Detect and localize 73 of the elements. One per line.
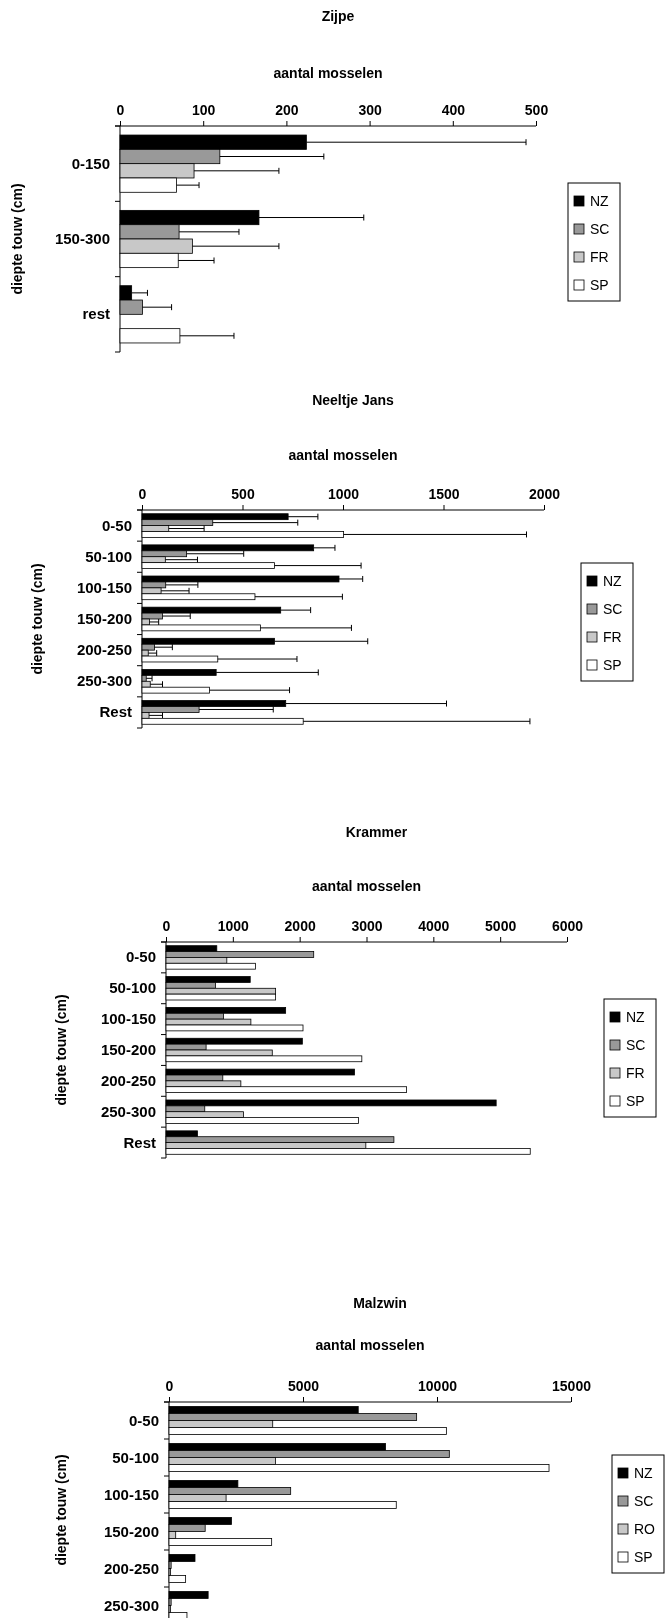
x-tick-label: 400 [441,102,466,118]
y-tick-label: 250-300 [103,1596,159,1614]
y-tick-label: 0-50 [128,1411,159,1429]
y-tick-label: 150-200 [100,1041,156,1058]
legend-label: NZ [603,573,623,589]
y-tick-label: 0-50 [125,948,156,966]
y-axis-title: diepte touw (cm) [9,183,25,295]
x-tick-label: 2000 [528,486,561,502]
chart-title: Neeltje Jans [312,392,395,408]
y-tick-label: 150-300 [54,230,110,247]
x-tick-label: 3000 [351,918,383,934]
y-tick-label: 200-250 [76,641,132,659]
x-tick-label: 15000 [552,1378,592,1394]
y-axis-title: diepte touw (cm) [53,994,69,1106]
y-tick-label: 250-300 [100,1102,156,1120]
x-axis-title: aantal mosselen [273,65,383,81]
y-axis-title: diepte touw (cm) [29,563,45,675]
x-tick-label: 300 [358,102,382,118]
x-tick-label: 2000 [284,918,316,934]
legend-label: SP [634,1549,653,1565]
x-tick-label: 5000 [287,1378,320,1394]
x-tick-label: 1000 [217,918,250,934]
legend-label: FR [603,629,622,645]
legend-label: NZ [590,193,610,209]
y-tick-label: 200-250 [103,1559,159,1577]
legend-label: SC [603,601,623,617]
y-tick-label: 50-100 [85,547,132,565]
y-tick-label: 100-150 [103,1485,159,1503]
x-tick-label: 4000 [418,918,450,934]
y-tick-label: 0-150 [71,154,110,172]
y-tick-label: 50-100 [109,979,156,997]
y-axis-title: diepte touw (cm) [53,1454,69,1566]
x-tick-label: 200 [275,102,299,118]
y-tick-label: Rest [123,1133,156,1151]
y-tick-label: Rest [99,703,132,721]
y-tick-label: 100-150 [76,578,132,596]
legend-label: RO [634,1521,656,1537]
x-tick-label: 0 [116,102,125,118]
legend-label: FR [590,249,609,265]
legend-label: NZ [626,1009,646,1025]
legend-label: SP [603,657,622,673]
x-axis-title: aantal mosselen [288,447,398,463]
y-tick-label: 150-200 [76,610,132,627]
legend-label: SC [626,1037,646,1053]
x-tick-label: 100 [192,102,216,118]
x-tick-label: 10000 [418,1378,458,1394]
y-tick-label: 200-250 [100,1071,156,1089]
x-tick-label: 0 [165,1378,174,1394]
x-axis-title: aantal mosselen [315,1337,425,1353]
legend-label: SP [590,277,609,293]
legend-label: SC [634,1493,654,1509]
y-tick-label: 250-300 [76,672,132,690]
x-axis-title: aantal mosselen [312,878,421,894]
legend-label: FR [626,1065,645,1081]
x-tick-label: 5000 [485,918,517,934]
chart-title: Krammer [345,824,408,840]
legend-label: SP [626,1093,645,1109]
x-tick-label: 1500 [428,486,460,502]
legend-label: NZ [634,1465,654,1481]
x-tick-label: 500 [524,102,549,118]
y-tick-label: rest [82,305,110,323]
x-tick-label: 0 [162,918,171,934]
x-tick-label: 1000 [327,486,360,502]
chart-title: Zijpe [321,8,355,24]
y-tick-label: 0-50 [101,516,132,534]
x-tick-label: 500 [231,486,255,502]
y-tick-label: 150-200 [103,1522,159,1540]
legend-label: SC [590,221,610,237]
y-tick-label: 50-100 [112,1448,159,1466]
chart-title: Malzwin [353,1295,407,1311]
y-tick-label: 100-150 [100,1010,156,1028]
x-tick-label: 6000 [551,918,584,934]
x-tick-label: 0 [138,486,147,502]
